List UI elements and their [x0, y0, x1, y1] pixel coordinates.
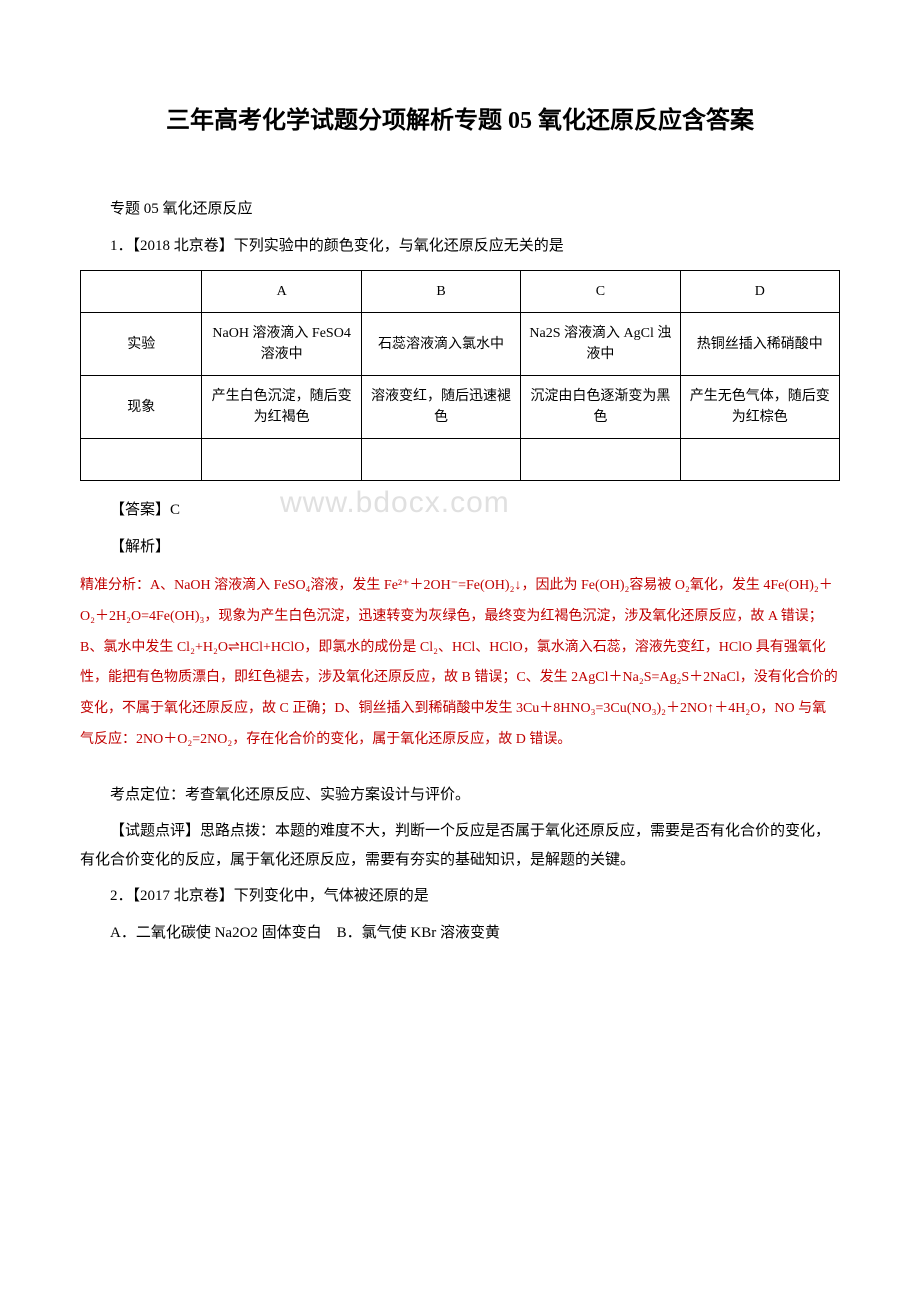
experiment-table: A B C D 实验 NaOH 溶液滴入 FeSO4 溶液中 石蕊溶液滴入氯水中… [80, 270, 840, 481]
table-cell: 产生白色沉淀，随后变为红褐色 [202, 376, 361, 439]
explanation-label: 【解析】 [80, 533, 840, 562]
question-comment: 【试题点评】思路点拨：本题的难度不大，判断一个反应是否属于氧化还原反应，需要是否… [80, 817, 840, 874]
table-cell: Na2S 溶液滴入 AgCl 浊液中 [521, 313, 680, 376]
table-cell: 实验 [81, 313, 202, 376]
table-header-cell: B [361, 271, 520, 313]
table-header-cell: C [521, 271, 680, 313]
table-row-phenomenon: 现象 产生白色沉淀，随后变为红褐色 溶液变红，随后迅速褪色 沉淀由白色逐渐变为黑… [81, 376, 840, 439]
table-header-cell [81, 271, 202, 313]
table-cell [361, 439, 520, 481]
table-cell [81, 439, 202, 481]
question-2-stem: 2．【2017 北京卷】下列变化中，气体被还原的是 [80, 882, 840, 911]
document-title: 三年高考化学试题分项解析专题 05 氧化还原反应含答案 [80, 100, 840, 135]
table-cell [680, 439, 839, 481]
table-cell: 溶液变红，随后迅速褪色 [361, 376, 520, 439]
table-cell: 现象 [81, 376, 202, 439]
table-header-cell: A [202, 271, 361, 313]
question-2-option-a: A．二氧化碳使 Na2O2 固体变白 B．氯气使 KBr 溶液变黄 [80, 919, 840, 948]
subtitle: 专题 05 氧化还原反应 [80, 195, 840, 224]
table-cell: NaOH 溶液滴入 FeSO4 溶液中 [202, 313, 361, 376]
table-header-row: A B C D [81, 271, 840, 313]
table-cell: 产生无色气体，随后变为红棕色 [680, 376, 839, 439]
table-cell [521, 439, 680, 481]
table-cell: 石蕊溶液滴入氯水中 [361, 313, 520, 376]
table-cell: 热铜丝插入稀硝酸中 [680, 313, 839, 376]
table-row-empty [81, 439, 840, 481]
table-cell: 沉淀由白色逐渐变为黑色 [521, 376, 680, 439]
table-row-experiment: 实验 NaOH 溶液滴入 FeSO4 溶液中 石蕊溶液滴入氯水中 Na2S 溶液… [81, 313, 840, 376]
explanation-content: 精准分析：A、NaOH 溶液滴入 FeSO₄溶液，发生 Fe²⁺＋2OH⁻=Fe… [80, 571, 840, 756]
table-header-cell: D [680, 271, 839, 313]
answer-text: 【答案】C [80, 496, 840, 525]
question-1-stem: 1．【2018 北京卷】下列实验中的颜色变化，与氧化还原反应无关的是 [80, 232, 840, 261]
table-cell [202, 439, 361, 481]
exam-point: 考点定位：考查氧化还原反应、实验方案设计与评价。 [80, 781, 840, 810]
